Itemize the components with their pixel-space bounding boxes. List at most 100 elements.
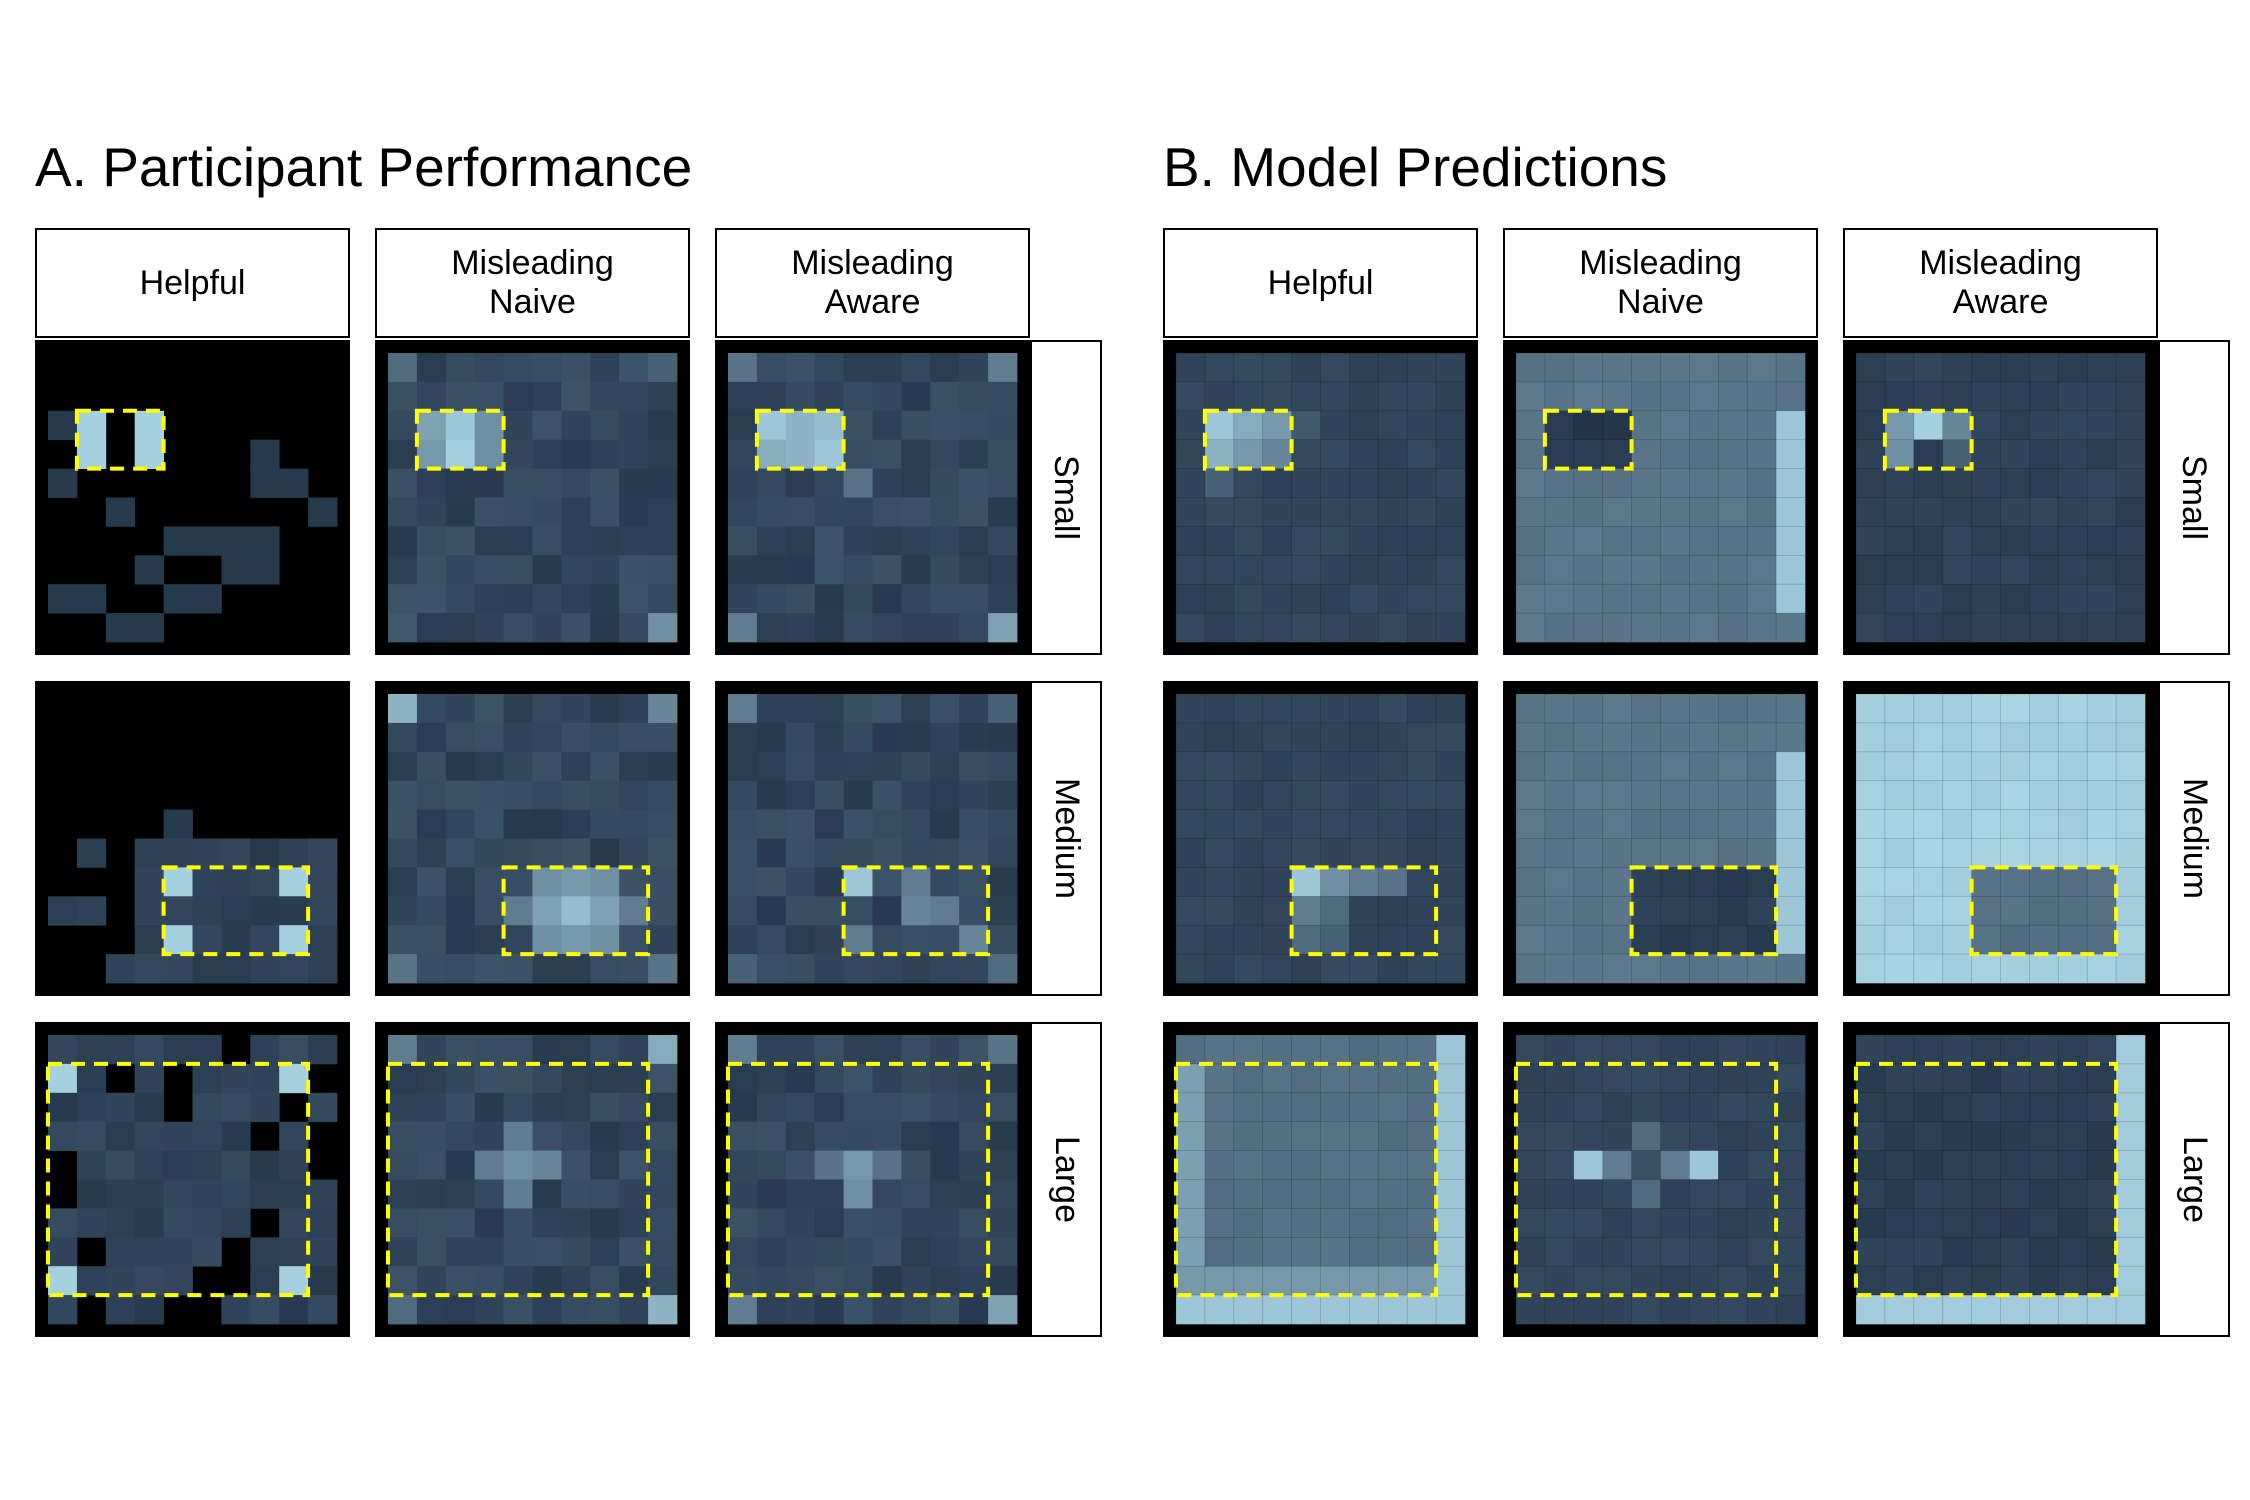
heatmap-cell	[474, 381, 504, 412]
heatmap-cell	[756, 1295, 787, 1325]
heatmap-cell	[1942, 381, 1973, 412]
heatmap-cell	[1746, 352, 1777, 383]
heatmap-cell	[2057, 583, 2089, 614]
heatmap-cell	[785, 867, 816, 897]
heatmap-cell	[503, 1179, 533, 1209]
panel-title: B. Model Predictions	[1163, 136, 1668, 198]
heatmap-cell	[930, 1237, 960, 1267]
heatmap-cell	[619, 925, 649, 955]
heatmap-cell	[308, 838, 338, 868]
heatmap-cell	[2028, 722, 2060, 753]
column-label: Helpful	[139, 263, 246, 302]
heatmap-cell	[785, 1295, 816, 1325]
heatmap-cell	[1348, 751, 1380, 782]
heatmap-cell	[2028, 1179, 2060, 1210]
heatmap-cell	[1913, 953, 1944, 984]
heatmap-cell	[134, 1295, 164, 1325]
heatmap-cell	[1631, 809, 1662, 840]
heatmap-cell	[1175, 895, 1206, 927]
heatmap-cell	[416, 1237, 447, 1267]
heatmap-cell	[1602, 1150, 1633, 1181]
heatmap-cell	[872, 497, 902, 527]
heatmap-cell	[785, 555, 816, 585]
heatmap-cell	[843, 526, 873, 556]
heatmap-cell	[1884, 1179, 1915, 1210]
heatmap-cell	[1942, 1092, 1973, 1123]
facet-misleading-naive-small	[375, 340, 690, 655]
heatmap-cell	[2057, 751, 2089, 782]
heatmap-cell	[1775, 722, 1806, 753]
heatmap-cell	[1660, 953, 1691, 984]
heatmap-cell	[388, 1092, 418, 1123]
heatmap-cell	[2057, 780, 2089, 811]
heatmap-cell	[1971, 693, 2002, 724]
heatmap-cell	[1573, 838, 1604, 869]
heatmap-cell	[901, 1237, 931, 1267]
heatmap-cell	[1435, 1150, 1466, 1181]
heatmap-cell	[2000, 1121, 2031, 1152]
heatmap-cell	[2000, 468, 2031, 499]
heatmap-cell	[1573, 1265, 1604, 1296]
heatmap-cell	[814, 1035, 844, 1065]
heatmap-cell	[843, 751, 873, 782]
heatmap-cell	[1291, 953, 1322, 984]
heatmap-cell	[1717, 693, 1749, 724]
heatmap-cell	[1262, 1207, 1293, 1239]
heatmap-cell	[988, 896, 1018, 926]
heatmap-cell	[1233, 895, 1264, 927]
heatmap-cell	[590, 751, 620, 782]
heatmap-cell	[1435, 554, 1466, 586]
heatmap-svg	[1163, 681, 1478, 996]
heatmap-cell	[1688, 809, 1720, 840]
heatmap-cell	[134, 613, 164, 643]
heatmap-cell	[1631, 612, 1662, 643]
heatmap-cell	[388, 809, 418, 839]
heatmap-cell	[988, 694, 1018, 724]
heatmap-cell	[872, 954, 902, 984]
heatmap-cell	[1913, 439, 1944, 470]
heatmap-cell	[1913, 352, 1944, 383]
heatmap-cell	[1746, 1121, 1777, 1152]
heatmap-cell	[1971, 838, 2002, 869]
heatmap-cell	[1855, 895, 1886, 927]
heatmap-cell	[503, 584, 533, 614]
heatmap-cell	[308, 896, 338, 926]
heatmap-cell	[1262, 1034, 1293, 1065]
heatmap-cell	[1913, 497, 1944, 528]
heatmap-cell	[1942, 722, 1973, 753]
heatmap-cell	[2115, 1236, 2146, 1268]
heatmap-cell	[648, 410, 678, 441]
heatmap-cell	[532, 381, 562, 412]
heatmap-cell	[48, 1295, 78, 1325]
heatmap-cell	[1204, 497, 1235, 528]
heatmap-cell	[1204, 1150, 1235, 1181]
heatmap-cell	[872, 1121, 902, 1151]
heatmap-cell	[930, 1266, 960, 1296]
target-region-outline	[1542, 408, 1634, 471]
heatmap-cell	[1688, 381, 1720, 412]
facet-misleading-aware-small	[715, 340, 1030, 655]
heatmap-cell	[2028, 1236, 2060, 1268]
heatmap-cell	[279, 867, 309, 897]
heatmap-cell	[1262, 1265, 1293, 1296]
heatmap-cell	[1717, 1294, 1749, 1325]
heatmap-cell	[1406, 838, 1437, 869]
heatmap-cell	[532, 1092, 562, 1123]
heatmap-cell	[1262, 1150, 1293, 1181]
heatmap-cell	[134, 1035, 164, 1065]
heatmap-cell	[2115, 1092, 2146, 1123]
heatmap-cell	[503, 751, 533, 782]
heatmap-cell	[619, 780, 649, 810]
heatmap-cell	[1884, 1150, 1915, 1181]
heatmap-cell	[388, 526, 418, 556]
heatmap-cell	[1544, 1092, 1575, 1123]
heatmap-cell	[416, 867, 447, 897]
heatmap-cell	[105, 497, 136, 527]
heatmap-cell	[1435, 497, 1466, 528]
target-region-outline	[841, 865, 991, 957]
heatmap-cell	[930, 497, 960, 527]
heatmap-cell	[1688, 1034, 1720, 1065]
row-label: Large	[1047, 1136, 1086, 1223]
heatmap-cell	[728, 1208, 758, 1238]
heatmap-cell	[901, 1179, 931, 1209]
